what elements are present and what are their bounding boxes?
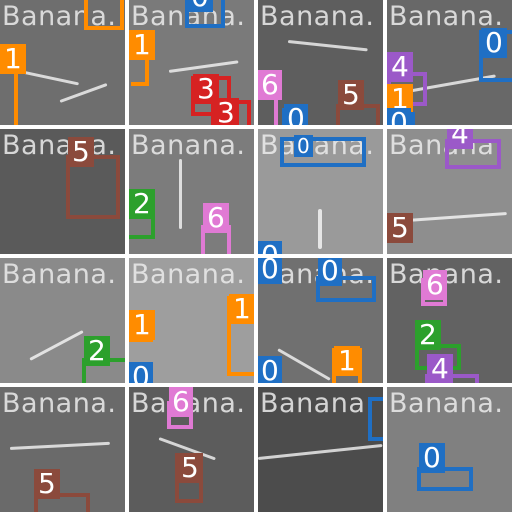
annotation-label: 5 [34, 469, 60, 499]
annotation-label: 6 [169, 387, 193, 417]
watermark-text: Banana. [260, 388, 375, 419]
annotation-box-1 [417, 467, 473, 491]
annotation-label: 5 [177, 453, 203, 483]
annotation-label: 0 [318, 258, 342, 286]
annotation-box-1 [445, 139, 501, 169]
annotation-label: 0 [129, 362, 153, 383]
annotation-box-1 [34, 493, 90, 512]
annotation-label: 4 [387, 52, 413, 82]
watermark-text: Banana. [260, 1, 375, 32]
annotation-label: 0 [284, 104, 308, 125]
annotation-label: 0 [258, 258, 282, 284]
tile-16[interactable]: Banana. 0 [387, 387, 512, 512]
tile-10[interactable]: Banana. 1 0 1 [129, 258, 254, 383]
tile-1[interactable]: Banana. 1 [0, 0, 125, 125]
watermark-text: Banana. [389, 388, 504, 419]
watermark-text: Banana. [2, 388, 117, 419]
tile-11[interactable]: Banana. 0 0 0 1 [258, 258, 383, 383]
tile-9[interactable]: Banana. 2 [0, 258, 125, 383]
annotation-label: 1 [129, 30, 155, 60]
watermark-text: Banana. [131, 259, 246, 290]
annotation-label: 5 [338, 80, 364, 110]
tile-7[interactable]: Banana. 0 0 [258, 129, 383, 254]
annotation-label: 2 [84, 336, 110, 366]
tile-14[interactable]: Banana. 6 5 [129, 387, 254, 512]
annotation-label: 1 [229, 294, 254, 324]
annotation-box-2 [2, 70, 18, 125]
annotation-label: 0 [481, 28, 507, 58]
annotation-box-1 [368, 397, 383, 441]
tile-6[interactable]: Banana. 2 6 [129, 129, 254, 254]
annotation-label: 6 [258, 70, 282, 100]
annotation-box-1 [280, 137, 366, 167]
annotation-label: 1 [0, 44, 26, 74]
annotation-box-1 [316, 276, 376, 302]
watermark-text: Banana. [260, 130, 375, 161]
tile-15[interactable]: Banana. [258, 387, 383, 512]
annotation-label: 1 [129, 310, 155, 340]
annotation-label: 1 [334, 346, 360, 376]
annotation-label: 0 [258, 356, 282, 383]
annotation-label: 5 [387, 213, 413, 243]
watermark-text: Banana. [131, 130, 246, 161]
annotation-label: 5 [68, 137, 94, 167]
annotation-label: 3 [213, 98, 239, 125]
tile-4[interactable]: Banana. 0 4 1 0 [387, 0, 512, 125]
annotation-box-1 [185, 0, 225, 28]
annotation-label: 2 [415, 320, 441, 350]
annotation-label: 0 [419, 443, 445, 473]
tile-12[interactable]: Banana. 6 2 4 [387, 258, 512, 383]
tile-8[interactable]: Banana. 4 5 [387, 129, 512, 254]
watermark-text: Banana. [2, 259, 117, 290]
watermark-text: Banana. [389, 1, 504, 32]
tile-13[interactable]: Banana. 5 [0, 387, 125, 512]
annotation-label: 0 [258, 241, 282, 254]
annotation-label: 4 [427, 354, 453, 383]
annotation-label: 2 [129, 189, 155, 219]
annotation-label: 3 [193, 74, 219, 104]
tile-2[interactable]: Banana. 0 1 3 3 [129, 0, 254, 125]
annotation-label: 6 [203, 203, 229, 233]
tile-5[interactable]: Banana. 5 [0, 129, 125, 254]
annotation-label: 0 [294, 135, 313, 157]
annotation-label: 0 [387, 108, 411, 125]
annotation-label: 4 [447, 129, 473, 149]
tile-3[interactable]: Banana. 6 5 0 [258, 0, 383, 125]
annotation-box-1 [84, 0, 124, 30]
annotation-label: 0 [187, 0, 213, 12]
annotation-label: 6 [423, 270, 447, 300]
